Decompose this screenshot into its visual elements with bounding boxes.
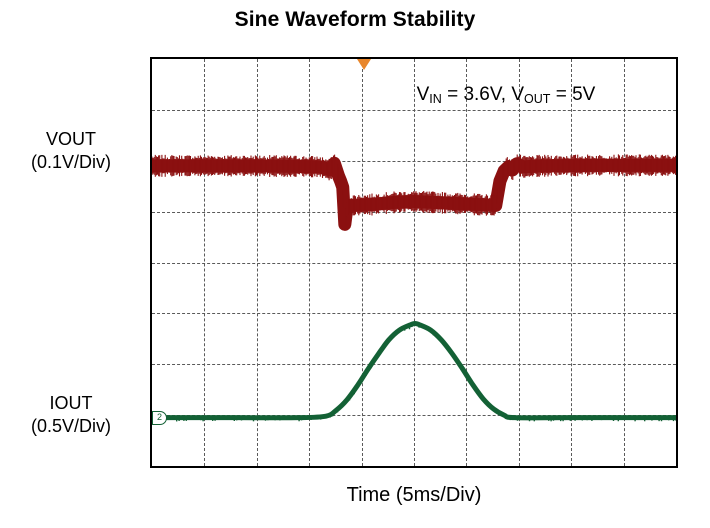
vin-value: = 3.6V, — [441, 84, 512, 106]
y-axis-label-iout-scale: (0.5V/Div) — [30, 416, 111, 436]
y-axis-label-iout: IOUT (0.5V/Div) — [0, 392, 146, 438]
y-axis-label-iout-name: IOUT — [49, 393, 93, 413]
vout-subscript: OUT — [524, 92, 551, 107]
trace-vout-noise — [152, 154, 676, 229]
plot-inner: 2 VIN = 3.6V, VOUT = 5V — [152, 59, 676, 466]
y-axis-label-vout-name: VOUT — [45, 129, 96, 149]
vout-symbol: V — [511, 84, 525, 106]
trigger-marker-icon[interactable] — [356, 59, 371, 70]
x-axis-label: Time (5ms/Div) — [346, 484, 482, 506]
trace-iout-noise — [152, 325, 676, 422]
waveform-traces — [152, 154, 676, 422]
channel-2-marker-icon[interactable]: 2 — [152, 410, 167, 425]
chart-title: Sine Waveform Stability — [234, 8, 476, 31]
plot-annotation: VIN = 3.6V, VOUT = 5V — [416, 84, 596, 107]
vout-value: = 5V — [550, 84, 596, 106]
y-axis-label-vout-scale: (0.1V/Div) — [30, 152, 111, 172]
y-axis-label-vout: VOUT (0.1V/Div) — [0, 128, 146, 174]
oscilloscope-plot-area[interactable]: 2 VIN = 3.6V, VOUT = 5V — [150, 57, 678, 468]
vin-subscript: IN — [429, 92, 442, 107]
trace-iout — [152, 321, 676, 421]
vin-symbol: V — [416, 84, 430, 106]
